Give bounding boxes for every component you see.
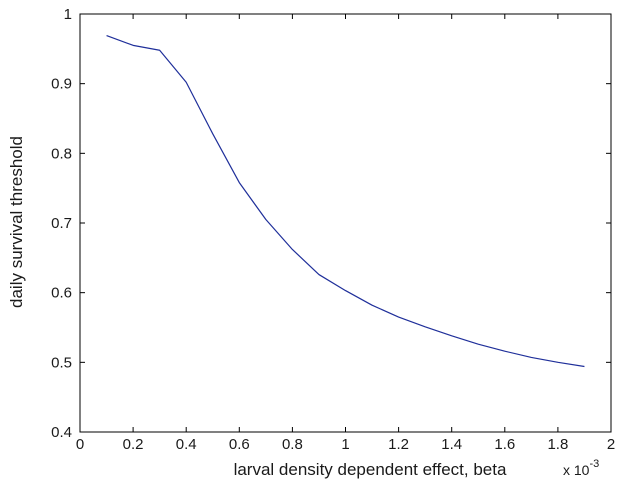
- x-tick-label: 1: [341, 436, 349, 453]
- y-axis-label: daily survival threshold: [7, 136, 26, 308]
- y-tick-label: 1: [64, 6, 72, 23]
- x-tick-label: 0.8: [282, 436, 303, 453]
- y-tick-label: 0.8: [51, 145, 72, 162]
- x-tick-label: 0.4: [176, 436, 197, 453]
- x-tick-label: 1.8: [547, 436, 568, 453]
- x-tick-label: 1.2: [388, 436, 409, 453]
- x-tick-label: 1.6: [494, 436, 515, 453]
- series-layer: [106, 35, 585, 368]
- plot-area: [79, 13, 612, 433]
- y-tick-label: 0.6: [51, 285, 72, 302]
- y-tick-label: 0.7: [51, 215, 72, 232]
- y-tick-label: 0.4: [51, 424, 72, 441]
- x-multiplier-base: x 10: [563, 462, 590, 478]
- x-multiplier-exponent: -3: [589, 458, 599, 470]
- plot-frame: [79, 13, 612, 433]
- x-tick-label: 0.6: [229, 436, 250, 453]
- series-line: [106, 35, 585, 368]
- tick-labels: 0 0.2 0.4 0.6 0.8 1 1.2 1.4 1.6 1.8 2 0.4 0.5 0.6 0.7 0…: [51, 6, 615, 453]
- x-axis-label: larval density dependent effect, beta: [234, 460, 507, 479]
- axis-ticks: [79, 13, 612, 433]
- y-tick-label: 0.5: [51, 354, 72, 371]
- x-multiplier-label: x 10-3: [563, 458, 599, 478]
- y-tick-label: 0.9: [51, 76, 72, 93]
- x-tick-label: 0: [76, 436, 84, 453]
- x-tick-label: 1.4: [441, 436, 462, 453]
- x-tick-label: 0.2: [123, 436, 144, 453]
- x-tick-label: 2: [607, 436, 615, 453]
